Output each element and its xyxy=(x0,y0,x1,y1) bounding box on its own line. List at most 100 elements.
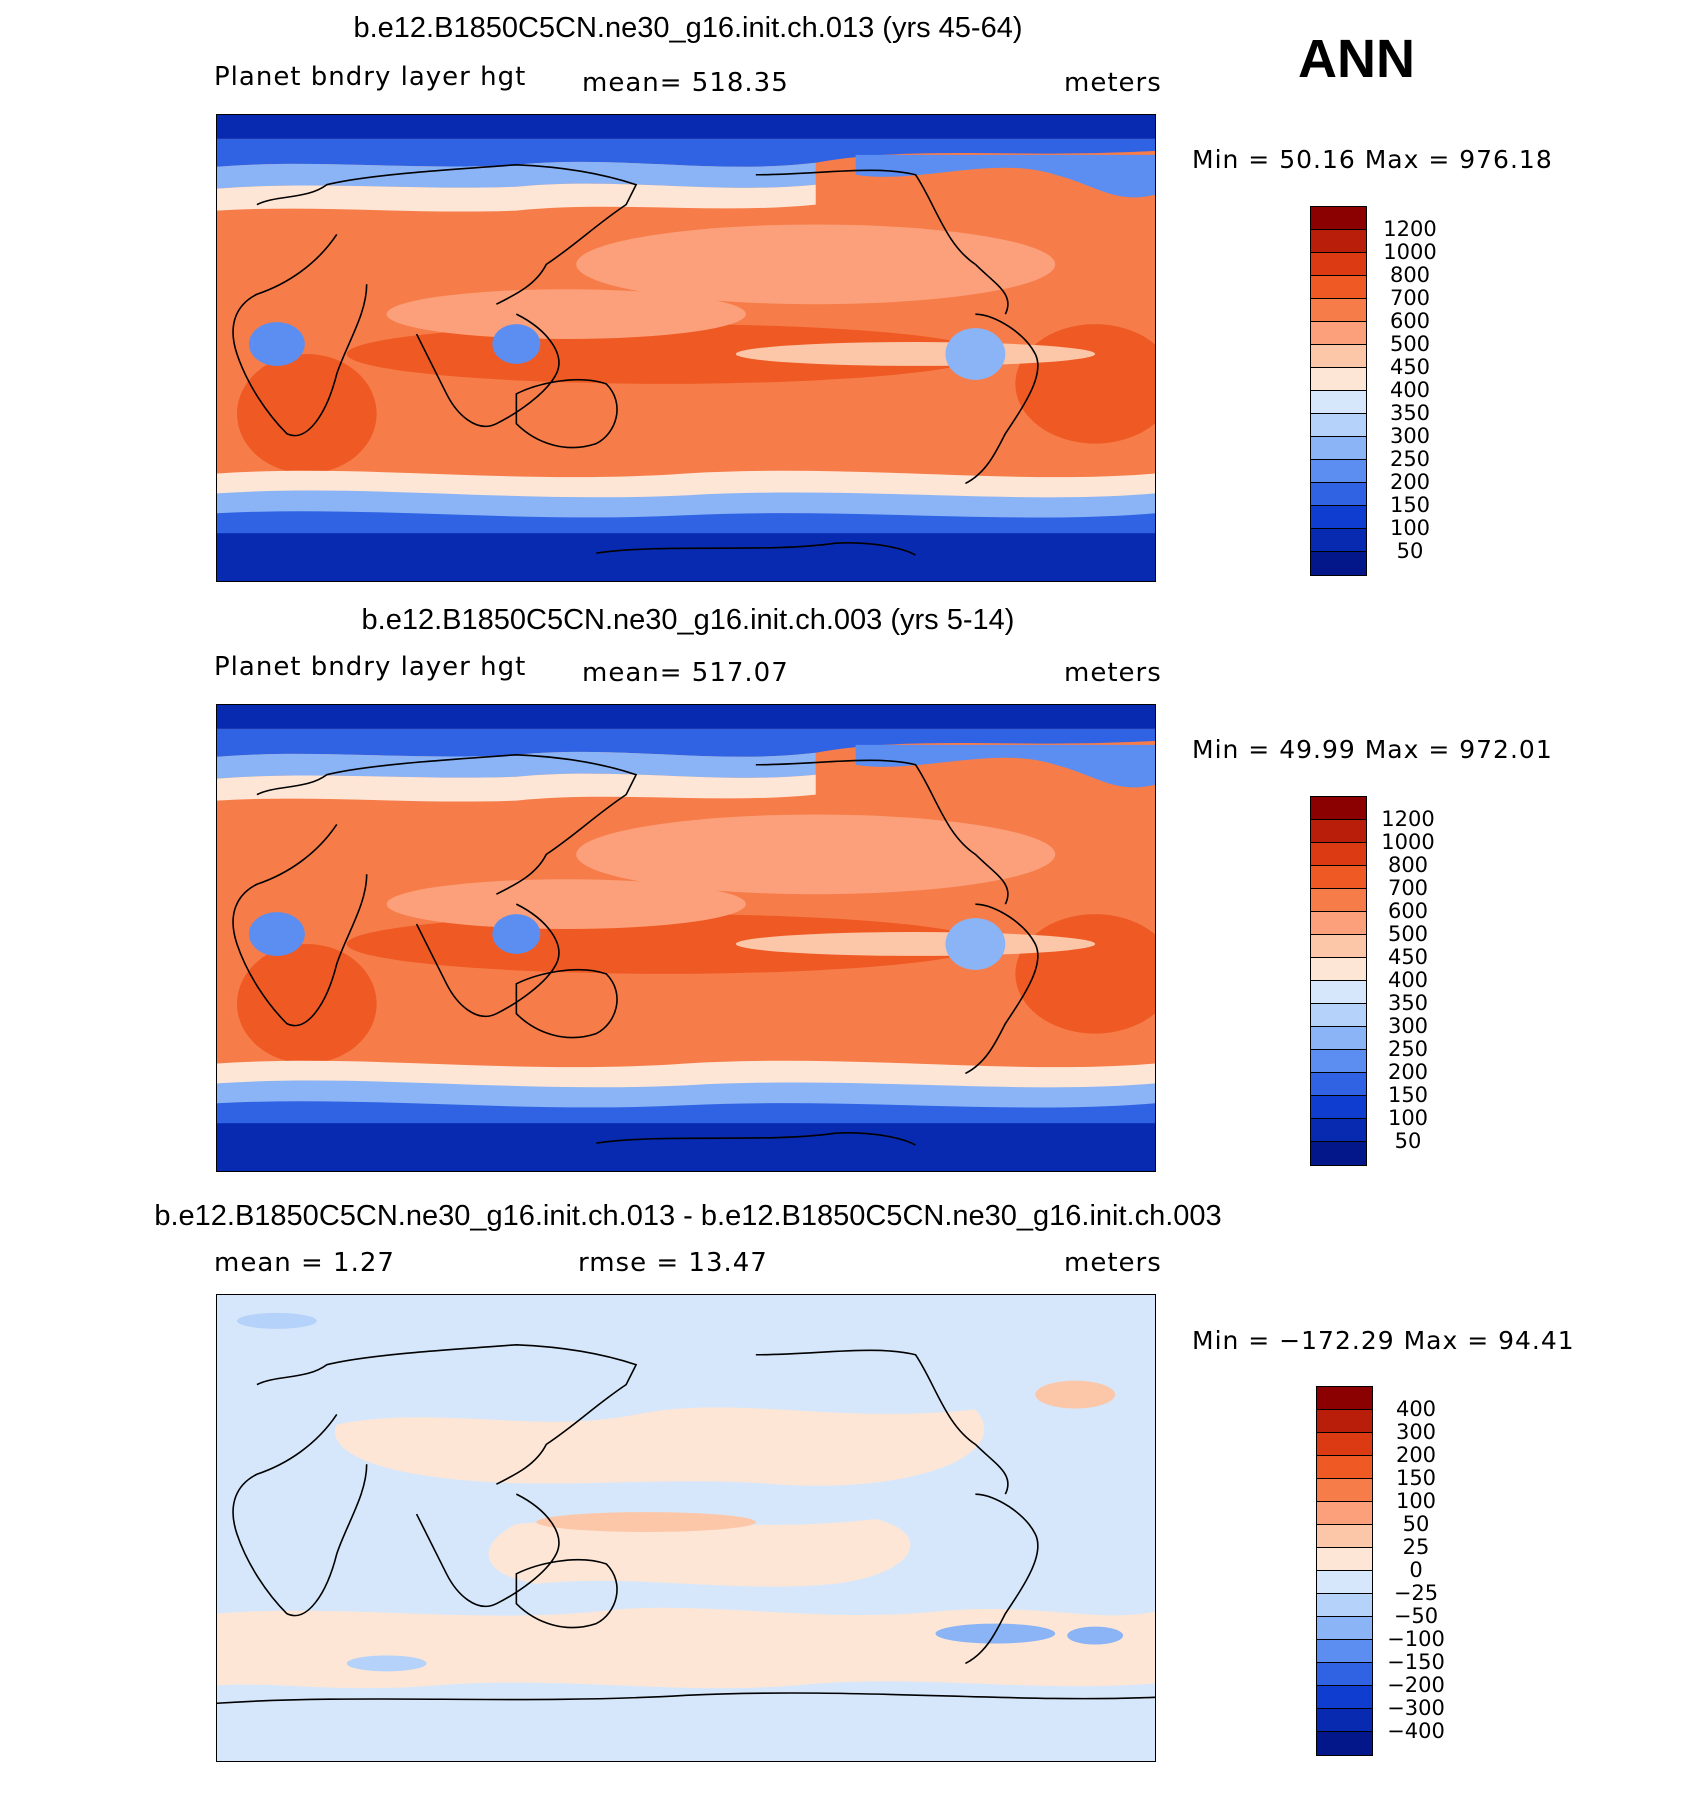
colorbar-swatch xyxy=(1311,1050,1366,1073)
colorbar-swatch xyxy=(1311,1096,1366,1119)
panel3-field xyxy=(217,1295,1155,1761)
panel2-minmax: Min = 49.99 Max = 972.01 xyxy=(1192,735,1553,764)
panel1-minmax: Min = 50.16 Max = 976.18 xyxy=(1192,145,1553,174)
colorbar-label: −100 xyxy=(1387,1627,1445,1651)
colorbar-swatch xyxy=(1311,843,1366,866)
colorbar-swatch xyxy=(1317,1479,1372,1502)
panel1-map xyxy=(216,114,1156,582)
colorbar-swatch xyxy=(1317,1525,1372,1548)
colorbar-label: 500 xyxy=(1389,332,1431,356)
colorbar-label: 300 xyxy=(1387,1014,1429,1038)
colorbar-label: 400 xyxy=(1387,968,1429,992)
colorbar-swatch xyxy=(1311,1142,1366,1165)
colorbar-label: 1000 xyxy=(1381,830,1435,854)
panel2-map xyxy=(216,704,1156,1172)
panel2-field xyxy=(217,705,1155,1171)
colorbar-swatch xyxy=(1311,552,1366,575)
panel1-mean: mean= 518.35 xyxy=(582,68,789,98)
colorbar-label: 700 xyxy=(1389,286,1431,310)
colorbar-swatch xyxy=(1311,866,1366,889)
colorbar-label: 350 xyxy=(1387,991,1429,1015)
colorbar-swatch xyxy=(1317,1594,1372,1617)
colorbar-label: 700 xyxy=(1387,876,1429,900)
colorbar-swatch xyxy=(1317,1732,1372,1755)
panel3-units: meters xyxy=(1064,1248,1162,1278)
panel2-variable: Planet bndry layer hgt xyxy=(214,652,527,682)
colorbar-swatch xyxy=(1317,1686,1372,1709)
colorbar-swatch xyxy=(1311,322,1366,345)
colorbar-label: −25 xyxy=(1393,1581,1439,1605)
colorbar-swatch xyxy=(1311,1073,1366,1096)
colorbar-label: −150 xyxy=(1387,1650,1445,1674)
colorbar-swatch xyxy=(1311,368,1366,391)
colorbar-label: 200 xyxy=(1395,1443,1437,1467)
colorbar-label: 1000 xyxy=(1383,240,1437,264)
panel3-colorbar xyxy=(1316,1386,1373,1756)
colorbar-swatch xyxy=(1311,460,1366,483)
colorbar-label: 800 xyxy=(1387,853,1429,877)
colorbar-label: 25 xyxy=(1402,1535,1430,1559)
colorbar-label: 1200 xyxy=(1381,807,1435,831)
colorbar-label: 350 xyxy=(1389,401,1431,425)
colorbar-swatch xyxy=(1311,414,1366,437)
colorbar-label: 250 xyxy=(1389,447,1431,471)
panel2-units: meters xyxy=(1064,658,1162,688)
season-label: ANN xyxy=(1298,29,1415,89)
colorbar-swatch xyxy=(1311,483,1366,506)
colorbar-label: 50 xyxy=(1394,1129,1422,1153)
colorbar-swatch xyxy=(1311,1119,1366,1142)
panel2-colorbar xyxy=(1310,796,1367,1166)
colorbar-swatch xyxy=(1311,391,1366,414)
colorbar-label: 200 xyxy=(1389,470,1431,494)
colorbar-label: 300 xyxy=(1395,1420,1437,1444)
colorbar-swatch xyxy=(1311,958,1366,981)
colorbar-swatch xyxy=(1311,253,1366,276)
colorbar-label: 600 xyxy=(1389,309,1431,333)
panel2-title: b.e12.B1850C5CN.ne30_g16.init.ch.003 (yr… xyxy=(361,604,1015,636)
colorbar-swatch xyxy=(1317,1502,1372,1525)
colorbar-swatch xyxy=(1311,345,1366,368)
colorbar-swatch xyxy=(1317,1387,1372,1410)
colorbar-label: 200 xyxy=(1387,1060,1429,1084)
colorbar-label: 1200 xyxy=(1383,217,1437,241)
colorbar-label: 450 xyxy=(1389,355,1431,379)
panel3-title: b.e12.B1850C5CN.ne30_g16.init.ch.013 - b… xyxy=(154,1200,1222,1232)
colorbar-label: 400 xyxy=(1395,1397,1437,1421)
colorbar-label: 100 xyxy=(1395,1489,1437,1513)
colorbar-label: 800 xyxy=(1389,263,1431,287)
panel1-units: meters xyxy=(1064,68,1162,98)
colorbar-swatch xyxy=(1317,1410,1372,1433)
panel3-minmax: Min = −172.29 Max = 94.41 xyxy=(1192,1326,1575,1355)
panel3-mean: mean = 1.27 xyxy=(214,1248,395,1278)
colorbar-swatch xyxy=(1317,1571,1372,1594)
colorbar-label: 150 xyxy=(1395,1466,1437,1490)
colorbar-swatch xyxy=(1311,207,1366,230)
colorbar-label: 600 xyxy=(1387,899,1429,923)
colorbar-swatch xyxy=(1317,1617,1372,1640)
colorbar-swatch xyxy=(1317,1709,1372,1732)
colorbar-swatch xyxy=(1317,1548,1372,1571)
panel2-mean: mean= 517.07 xyxy=(582,658,789,688)
colorbar-label: 100 xyxy=(1387,1106,1429,1130)
colorbar-swatch xyxy=(1311,797,1366,820)
colorbar-label: 250 xyxy=(1387,1037,1429,1061)
colorbar-swatch xyxy=(1317,1663,1372,1686)
colorbar-label: −200 xyxy=(1387,1673,1445,1697)
colorbar-swatch xyxy=(1311,889,1366,912)
colorbar-swatch xyxy=(1311,276,1366,299)
colorbar-swatch xyxy=(1311,437,1366,460)
colorbar-swatch xyxy=(1317,1640,1372,1663)
colorbar-label: −300 xyxy=(1387,1696,1445,1720)
colorbar-swatch xyxy=(1317,1433,1372,1456)
colorbar-label: 50 xyxy=(1402,1512,1430,1536)
colorbar-swatch xyxy=(1311,529,1366,552)
colorbar-swatch xyxy=(1311,1027,1366,1050)
panel1-variable: Planet bndry layer hgt xyxy=(214,62,527,92)
colorbar-label: −50 xyxy=(1393,1604,1439,1628)
colorbar-label: 400 xyxy=(1389,378,1431,402)
colorbar-label: 500 xyxy=(1387,922,1429,946)
colorbar-label: 150 xyxy=(1389,493,1431,517)
panel1-title: b.e12.B1850C5CN.ne30_g16.init.ch.013 (yr… xyxy=(353,12,1023,44)
colorbar-swatch xyxy=(1311,299,1366,322)
colorbar-swatch xyxy=(1311,506,1366,529)
